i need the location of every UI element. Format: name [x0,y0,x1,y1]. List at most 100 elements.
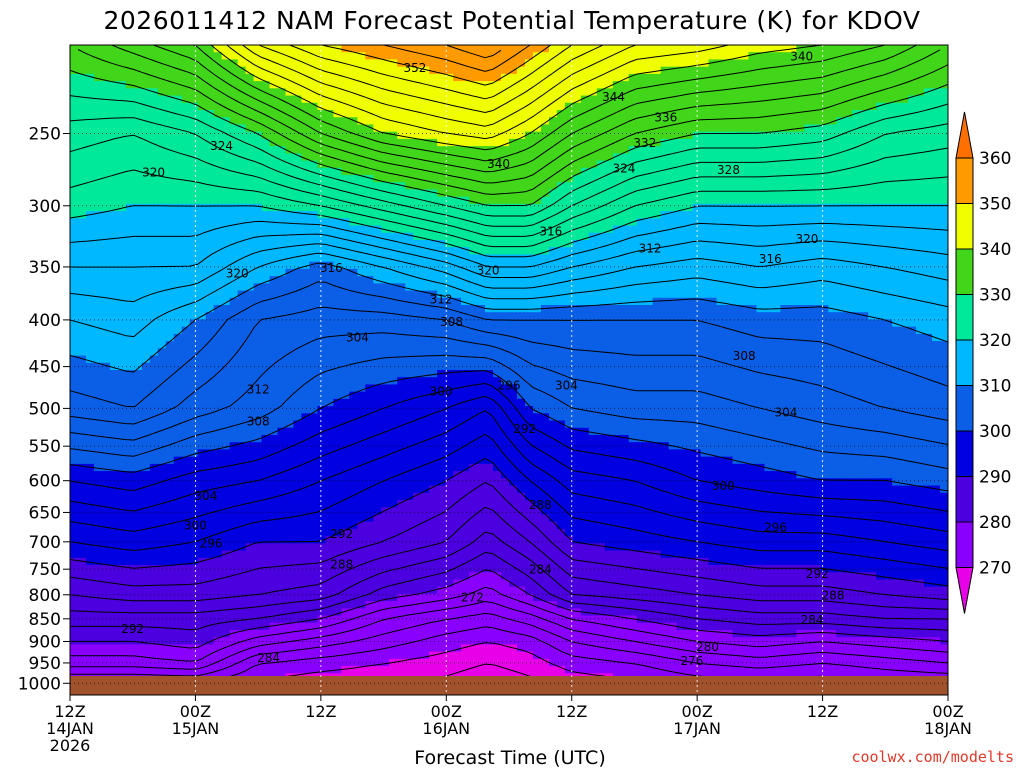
field-cell [884,276,893,284]
field-cell [740,283,750,292]
field-cell [772,45,781,53]
field-cell [221,232,231,241]
field-cell [357,370,366,378]
field-cell [445,333,454,342]
field-cell [125,110,135,118]
field-cell [357,196,366,205]
field-cell [93,232,103,241]
field-cell [461,59,470,68]
field-cell [564,182,574,191]
field-cell [700,232,710,241]
field-cell [604,189,614,198]
field-cell [341,203,350,212]
field-cell [676,88,686,97]
field-cell [884,211,893,219]
field-cell [325,225,334,234]
field-cell [556,102,566,111]
field-cell [301,319,311,328]
field-cell [708,160,718,169]
field-cell [469,175,478,183]
field-cell [604,81,614,89]
field-cell [221,348,231,357]
field-cell [477,175,486,183]
field-cell [740,160,750,169]
field-cell [932,196,941,205]
field-cell [365,247,374,256]
field-cell [772,124,781,133]
field-cell [652,348,662,357]
field-cell [852,355,861,364]
field-cell [485,88,494,97]
field-cell [764,232,773,241]
field-cell [461,305,470,313]
field-cell [405,283,414,292]
field-cell [221,66,231,75]
field-cell [477,102,486,111]
field-cell [293,247,303,256]
field-cell [453,276,462,284]
field-cell [493,283,502,292]
field-cell [413,73,422,82]
field-cell [253,305,263,313]
field-cell [684,167,694,176]
field-cell [564,110,574,118]
field-cell [501,211,510,219]
field-cell [157,73,167,82]
field-cell [197,290,207,299]
field-cell [860,348,869,357]
field-cell [868,297,877,306]
field-cell [413,66,422,75]
field-cell [325,175,334,183]
field-cell [924,297,933,306]
field-cell [812,117,821,126]
field-cell [668,131,678,140]
field-cell [932,175,941,183]
field-cell [588,348,598,357]
field-cell [668,66,678,75]
field-cell [700,153,710,162]
field-cell [333,66,342,75]
field-cell [165,66,175,75]
field-cell [628,110,638,118]
field-cell [485,232,494,241]
field-cell [293,124,303,133]
field-cell [844,59,853,68]
field-cell [860,73,869,82]
field-cell [133,276,143,284]
field-cell [277,297,287,306]
field-cell [708,88,718,97]
field-cell [285,319,295,328]
field-cell [237,45,247,53]
field-cell [237,312,247,321]
field-cell [157,211,167,219]
field-cell [253,95,263,104]
field-cell [908,290,917,299]
field-cell [900,175,909,183]
field-cell [405,110,414,118]
field-cell [564,276,574,284]
field-cell [772,146,781,154]
field-cell [493,211,502,219]
field-cell [333,102,342,111]
field-cell [860,240,869,248]
field-cell [93,95,103,104]
field-cell [469,167,478,176]
field-cell [900,73,909,82]
field-cell [285,305,295,313]
field-cell [421,283,430,292]
field-cell [860,290,869,299]
field-cell [173,261,183,270]
field-cell [892,225,901,234]
field-cell [604,131,614,140]
field-cell [221,333,231,342]
field-cell [644,326,654,335]
field-cell [213,175,223,183]
field-cell [740,95,750,104]
field-cell [668,283,678,292]
field-cell [389,110,398,118]
field-cell [756,73,766,82]
field-cell [373,305,382,313]
field-cell [676,146,686,154]
field-cell [501,131,510,140]
field-cell [469,131,478,140]
